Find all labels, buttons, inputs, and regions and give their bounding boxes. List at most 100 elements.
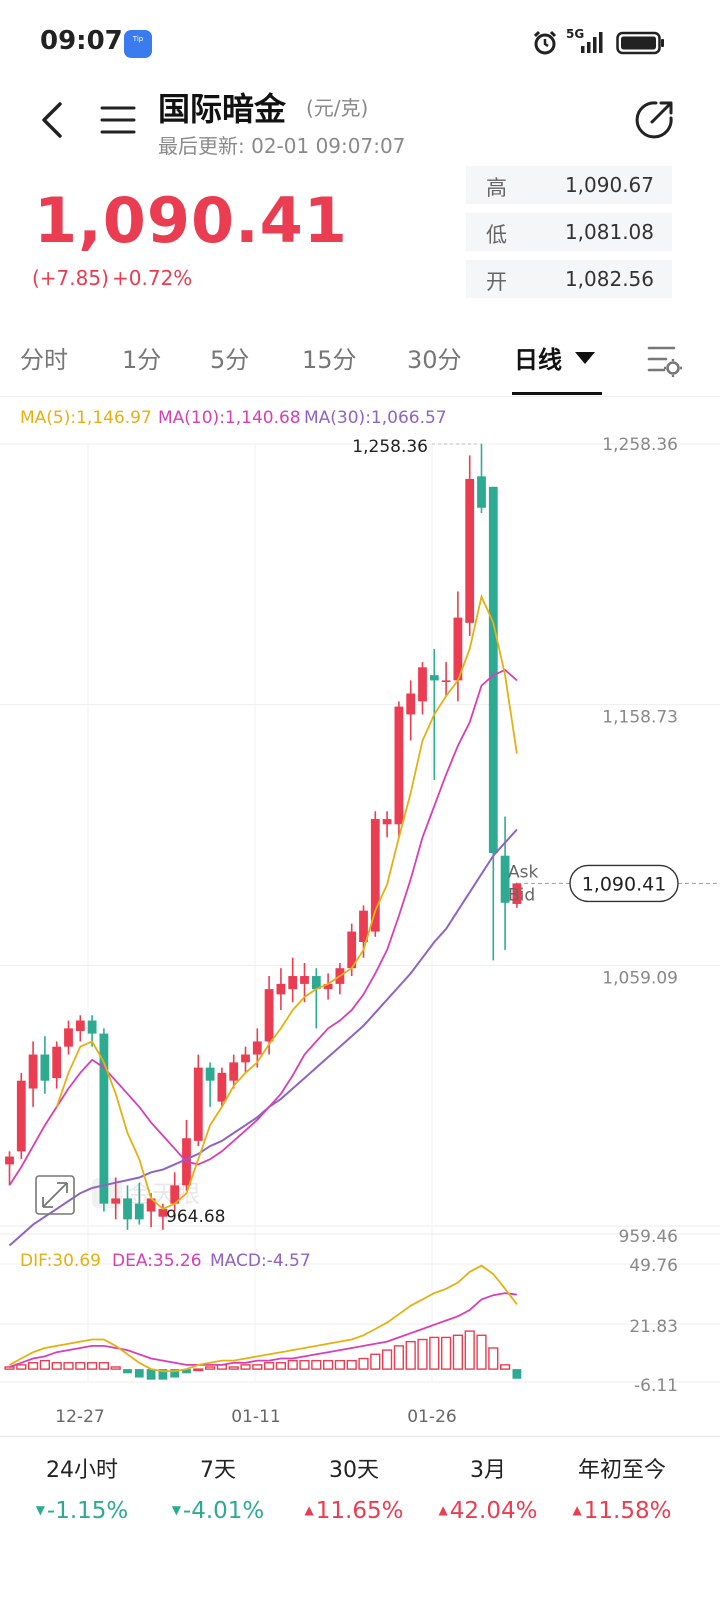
price-axis-label: 1,059.09 — [602, 968, 678, 988]
dea-line — [9, 1292, 518, 1368]
candle-body — [300, 976, 309, 984]
candle-body — [5, 1156, 14, 1165]
performance-label: 7天 — [200, 1458, 236, 1483]
last-update-time: 最后更新: 02-01 09:07:07 — [158, 134, 406, 158]
performance-value: ▲42.04% — [416, 1498, 560, 1524]
macd-histogram-bar — [405, 1340, 416, 1370]
macd-histogram-bar — [228, 1366, 239, 1370]
price-change: (+7.85) — [32, 266, 109, 290]
macd-histogram-bar — [193, 1368, 204, 1372]
tab-30min[interactable]: 30分 — [407, 346, 462, 374]
price-axis-label: 1,258.36 — [602, 435, 678, 455]
ma10-legend: MA(10):1,140.68 — [158, 408, 301, 428]
candle-body — [241, 1054, 250, 1063]
ma10-line — [8, 668, 518, 1186]
chart-bottom-divider — [0, 1436, 720, 1437]
price-axis-label: 1,158.73 — [602, 708, 678, 728]
macd-histogram-bar — [464, 1330, 475, 1370]
macd-axis-label: 49.76 — [629, 1256, 678, 1276]
performance-label: 年初至今 — [577, 1458, 666, 1483]
ask-label: Ask — [508, 862, 538, 882]
macd-axis-label: -6.11 — [634, 1376, 678, 1396]
macd-histogram-bar — [28, 1362, 39, 1370]
dif-legend: DIF:30.69 — [20, 1251, 101, 1271]
macd-histogram-bar — [110, 1366, 121, 1370]
open-label: 开 — [486, 270, 507, 294]
down-triangle-icon: ▼ — [35, 1503, 45, 1517]
chart-settings-icon[interactable] — [646, 342, 684, 378]
candle-body — [394, 706, 404, 825]
tab-timeshare[interactable]: 分时 — [20, 346, 68, 374]
macd-histogram-bar — [299, 1359, 310, 1370]
performance-value: ▼-1.15% — [10, 1498, 154, 1524]
candle-body — [40, 1054, 50, 1081]
candle-body — [28, 1054, 38, 1089]
network-type: 5G — [566, 27, 585, 41]
up-triangle-icon: ▲ — [438, 1503, 448, 1517]
performance-value: ▲11.58% — [550, 1498, 694, 1524]
back-arrow-icon[interactable] — [36, 100, 72, 140]
candle-body — [64, 1028, 73, 1047]
candle-body — [441, 680, 451, 683]
macd-histogram-bar — [182, 1369, 191, 1374]
macd-histogram-bar — [382, 1349, 393, 1370]
macd-histogram-bar — [311, 1359, 322, 1370]
app-notification-icon: Tip — [124, 30, 152, 58]
candle-body — [429, 675, 439, 681]
low-value: 1,081.08 — [564, 220, 654, 244]
macd-histogram-bar — [170, 1369, 180, 1378]
status-time: 09:07 — [40, 26, 123, 56]
macd-histogram-bar — [252, 1364, 263, 1370]
macd-histogram-bar — [429, 1336, 440, 1370]
candle-body — [500, 855, 510, 903]
candle-body — [99, 1033, 109, 1204]
macd-histogram-bar — [39, 1359, 51, 1370]
macd-histogram-bar — [393, 1345, 405, 1370]
candle-body — [111, 1198, 121, 1204]
candle-body — [75, 1020, 85, 1031]
performance-7d: 7天 ▼-4.01% — [146, 1452, 290, 1524]
candle-body — [16, 1080, 26, 1152]
candle-body — [488, 486, 498, 854]
candlestick-chart[interactable]: 1,258.36 1,158.73 1,059.09 959.46 49.76 21.83… — [0, 398, 720, 1436]
macd-histogram-bar — [63, 1362, 74, 1370]
low-label: 低 — [486, 223, 507, 247]
performance-label: 24小时 — [46, 1458, 118, 1483]
performance-value: ▼-4.01% — [146, 1498, 290, 1524]
candle-body — [217, 1072, 227, 1102]
tab-daily[interactable]: 日线 — [514, 340, 596, 375]
tab-15min[interactable]: 15分 — [302, 346, 357, 374]
high-price-box: 高 1,090.67 — [466, 166, 672, 204]
candle-body — [52, 1046, 62, 1079]
candle-body — [465, 478, 475, 623]
current-price: 1,090.41 — [34, 184, 348, 257]
tab-1min[interactable]: 1分 — [122, 346, 162, 374]
candle-body — [264, 989, 274, 1042]
candle-body — [382, 819, 392, 825]
macd-histogram-bar — [16, 1364, 27, 1370]
ma30-line — [8, 828, 518, 1247]
open-price-box: 开 1,082.56 — [466, 260, 672, 298]
expand-icon — [35, 1175, 75, 1215]
macd-histogram-bar — [264, 1362, 275, 1370]
macd-histogram-bar — [334, 1359, 346, 1370]
macd-histogram-bar — [323, 1359, 334, 1370]
candle-body — [418, 667, 427, 702]
macd-histogram-bar — [134, 1369, 144, 1378]
candle-body — [146, 1198, 156, 1212]
tab-daily-label: 日线 — [514, 346, 562, 374]
tab-5min[interactable]: 5分 — [210, 346, 250, 374]
low-price-box: 低 1,081.08 — [466, 213, 672, 251]
open-value: 1,082.56 — [564, 267, 654, 291]
menu-icon[interactable] — [98, 102, 138, 138]
candle-body — [193, 1067, 203, 1141]
candle-body — [453, 617, 463, 681]
min-price-label: 964.68 — [166, 1207, 225, 1227]
candle-body — [205, 1067, 215, 1081]
share-icon[interactable] — [632, 98, 676, 142]
dropdown-caret-icon — [575, 352, 596, 364]
candle-body — [406, 693, 416, 715]
signal-icon — [581, 32, 603, 53]
macd-legend: MACD:-4.57 — [210, 1251, 311, 1271]
macd-histogram-bar — [204, 1366, 216, 1370]
